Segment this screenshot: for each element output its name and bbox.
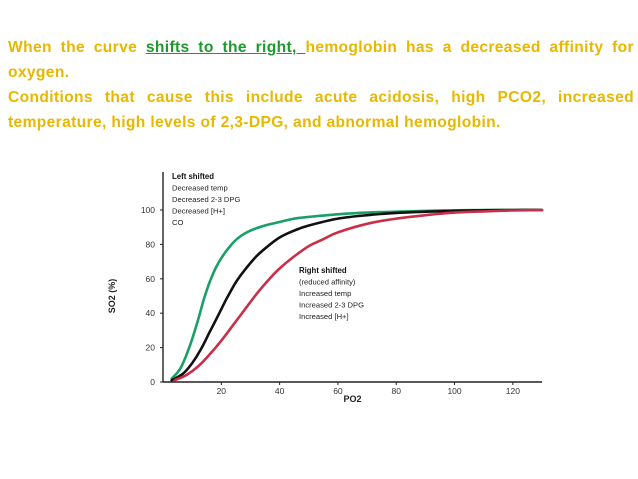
paragraph-2: Conditions that cause this include acute… [8,89,634,131]
highlight-phrase: shifts to the right, [145,39,306,56]
left-legend-item: Decreased temp [172,184,228,193]
chart-axes: 0 20 40 60 80 100 20 40 60 80 100 120 [141,172,542,396]
y-tick-label: 20 [146,343,156,353]
right-legend-heading: Right shifted [299,266,347,275]
left-legend-item: Decreased [H+] [172,207,225,216]
x-tick-label: 120 [506,386,520,396]
y-tick-label: 100 [141,205,155,215]
chart-svg: 0 20 40 60 80 100 20 40 60 80 100 120 Left shifted D… [107,172,544,404]
x-tick-label: 40 [275,386,285,396]
x-tick-label: 100 [447,386,461,396]
right-legend-item: Increased temp [299,289,351,298]
x-tick-label: 20 [217,386,227,396]
x-axis-label: PO2 [343,394,361,404]
right-legend-item: (reduced affinity) [299,278,356,287]
curve-left [170,208,544,380]
paragraph-1-lead: When the curve [8,39,146,56]
x-tick-label: 60 [333,386,343,396]
slide-text: When the curve shifts to the right, hemo… [8,35,634,135]
chart-curves [170,208,544,382]
y-tick-label: 40 [146,308,156,318]
chart-legends: Left shifted Decreased temp Decreased 2-3 … [172,172,364,321]
curve-normal [170,208,544,382]
y-tick-label: 60 [146,274,156,284]
paragraph-1-tail: hemoglobin has a decreased affinity for … [8,39,634,81]
y-axis-label: SO2 (%) [107,279,117,314]
oxygen-dissociation-chart: 0 20 40 60 80 100 20 40 60 80 100 120 Left shifted D… [95,168,546,405]
paragraph-1: When the curve shifts to the right, hemo… [8,35,634,85]
right-legend-item: Increased 2-3 DPG [299,301,364,310]
left-legend-item: CO [172,218,183,227]
left-legend-heading: Left shifted [172,172,214,181]
x-tick-label: 80 [391,386,401,396]
curve-right [173,208,544,382]
y-tick-label: 0 [150,377,155,387]
y-tick-label: 80 [146,239,156,249]
left-legend-item: Decreased 2-3 DPG [172,195,240,204]
right-legend-item: Increased [H+] [299,312,349,321]
